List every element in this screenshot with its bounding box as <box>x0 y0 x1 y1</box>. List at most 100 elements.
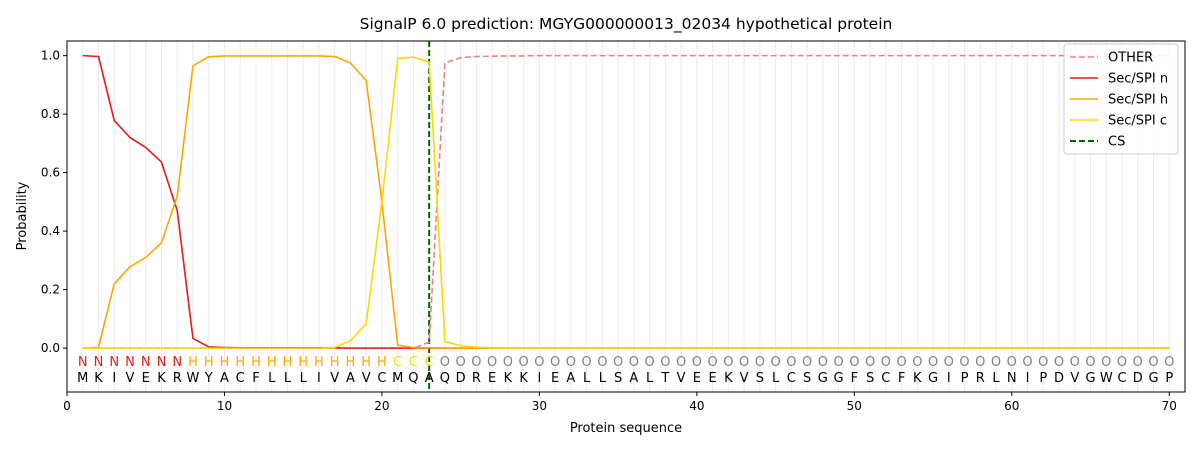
residue-label: S <box>756 371 764 386</box>
residue-label: L <box>583 371 591 386</box>
state-label: N <box>125 355 135 370</box>
residue-label: W <box>187 371 200 386</box>
state-label: O <box>865 355 875 370</box>
residue-label: P <box>1039 371 1047 386</box>
x-tick-label: 20 <box>374 399 389 413</box>
residue-label: E <box>551 371 559 386</box>
y-tick-label: 0.4 <box>41 224 60 238</box>
residue-label: K <box>519 371 528 386</box>
state-label: O <box>692 355 702 370</box>
residue-label: G <box>834 371 844 386</box>
residue-label: G <box>1085 371 1095 386</box>
state-label: N <box>78 355 88 370</box>
state-label: H <box>346 355 356 370</box>
state-label: O <box>818 355 828 370</box>
state-label: O <box>676 355 686 370</box>
residue-label: S <box>614 371 622 386</box>
residue-label: L <box>646 371 654 386</box>
sequence-labels: NMNKNINVNENKNRHWHYHAHCHFHLHLHLHIHVHAHVHC… <box>77 355 1174 386</box>
state-label: O <box>739 355 749 370</box>
series-line-sec-spi-c <box>82 56 1170 349</box>
state-label: O <box>723 355 733 370</box>
legend-label: Sec/SPI h <box>1108 93 1168 108</box>
residue-label: M <box>77 371 88 386</box>
residue-label: A <box>629 371 638 386</box>
state-label: O <box>534 355 544 370</box>
state-label: O <box>597 355 607 370</box>
residue-label: I <box>537 371 541 386</box>
residue-label: L <box>284 371 292 386</box>
state-label: O <box>1101 355 1111 370</box>
state-label: O <box>440 355 450 370</box>
state-label: O <box>1054 355 1064 370</box>
residue-label: Y <box>204 371 213 386</box>
x-tick-label: 0 <box>63 399 71 413</box>
legend-label: CS <box>1108 135 1125 150</box>
state-label: O <box>645 355 655 370</box>
y-tick-label: 0.2 <box>41 283 60 297</box>
legend-box <box>1063 43 1179 155</box>
state-label: O <box>1117 355 1127 370</box>
residue-label: A <box>425 371 434 386</box>
chart-title: SignalP 6.0 prediction: MGYG000000013_02… <box>360 15 893 34</box>
residue-label: I <box>947 371 951 386</box>
series-line-other <box>82 54 1170 349</box>
state-label: O <box>802 355 812 370</box>
series-line-sec-spi-h <box>82 55 1170 349</box>
state-label: O <box>881 355 891 370</box>
residue-label: K <box>94 371 103 386</box>
state-label: O <box>770 355 780 370</box>
residue-label: I <box>1026 371 1030 386</box>
x-tick-label: 70 <box>1162 399 1177 413</box>
residue-label: T <box>660 371 669 386</box>
state-label: O <box>471 355 481 370</box>
state-label: O <box>1164 355 1174 370</box>
residue-label: C <box>881 371 890 386</box>
state-label: O <box>912 355 922 370</box>
residue-label: G <box>1148 371 1158 386</box>
legend: OTHER Sec/SPI n Sec/SPI h Sec/SPI c CS <box>1063 43 1179 155</box>
state-label: O <box>959 355 969 370</box>
residue-label: A <box>346 371 355 386</box>
state-label: H <box>377 355 387 370</box>
state-label: N <box>172 355 182 370</box>
residue-label: L <box>300 371 308 386</box>
state-label: O <box>629 355 639 370</box>
residue-label: K <box>157 371 166 386</box>
residue-label: C <box>1117 371 1126 386</box>
legend-label: Sec/SPI c <box>1108 114 1167 129</box>
x-axis-ticks: 0 10 20 30 40 50 60 70 <box>63 392 1177 413</box>
vertical-grid <box>82 41 1170 392</box>
residue-label: Q <box>440 371 450 386</box>
state-label: H <box>251 355 261 370</box>
state-label: O <box>566 355 576 370</box>
x-tick-label: 50 <box>847 399 862 413</box>
state-label: H <box>267 355 277 370</box>
state-label: O <box>707 355 717 370</box>
residue-label: R <box>472 371 481 386</box>
state-label: H <box>220 355 230 370</box>
y-axis-label: Probability <box>15 181 30 250</box>
residue-label: V <box>740 371 749 386</box>
series-lines <box>82 54 1170 349</box>
residue-label: G <box>928 371 938 386</box>
residue-label: K <box>504 371 513 386</box>
x-tick-label: 40 <box>689 399 704 413</box>
residue-label: M <box>392 371 403 386</box>
state-label: O <box>1085 355 1095 370</box>
residue-label: I <box>112 371 116 386</box>
state-label: O <box>1022 355 1032 370</box>
residue-label: V <box>362 371 371 386</box>
residue-label: S <box>866 371 874 386</box>
y-axis-ticks: 0.0 0.2 0.4 0.6 0.8 1.0 <box>41 49 67 355</box>
residue-label: N <box>1007 371 1017 386</box>
state-label: O <box>582 355 592 370</box>
state-label: H <box>330 355 340 370</box>
state-label: O <box>786 355 796 370</box>
residue-label: P <box>961 371 969 386</box>
residue-label: V <box>677 371 686 386</box>
state-label: O <box>550 355 560 370</box>
residue-label: S <box>803 371 811 386</box>
state-label: O <box>991 355 1001 370</box>
residue-label: Q <box>408 371 418 386</box>
